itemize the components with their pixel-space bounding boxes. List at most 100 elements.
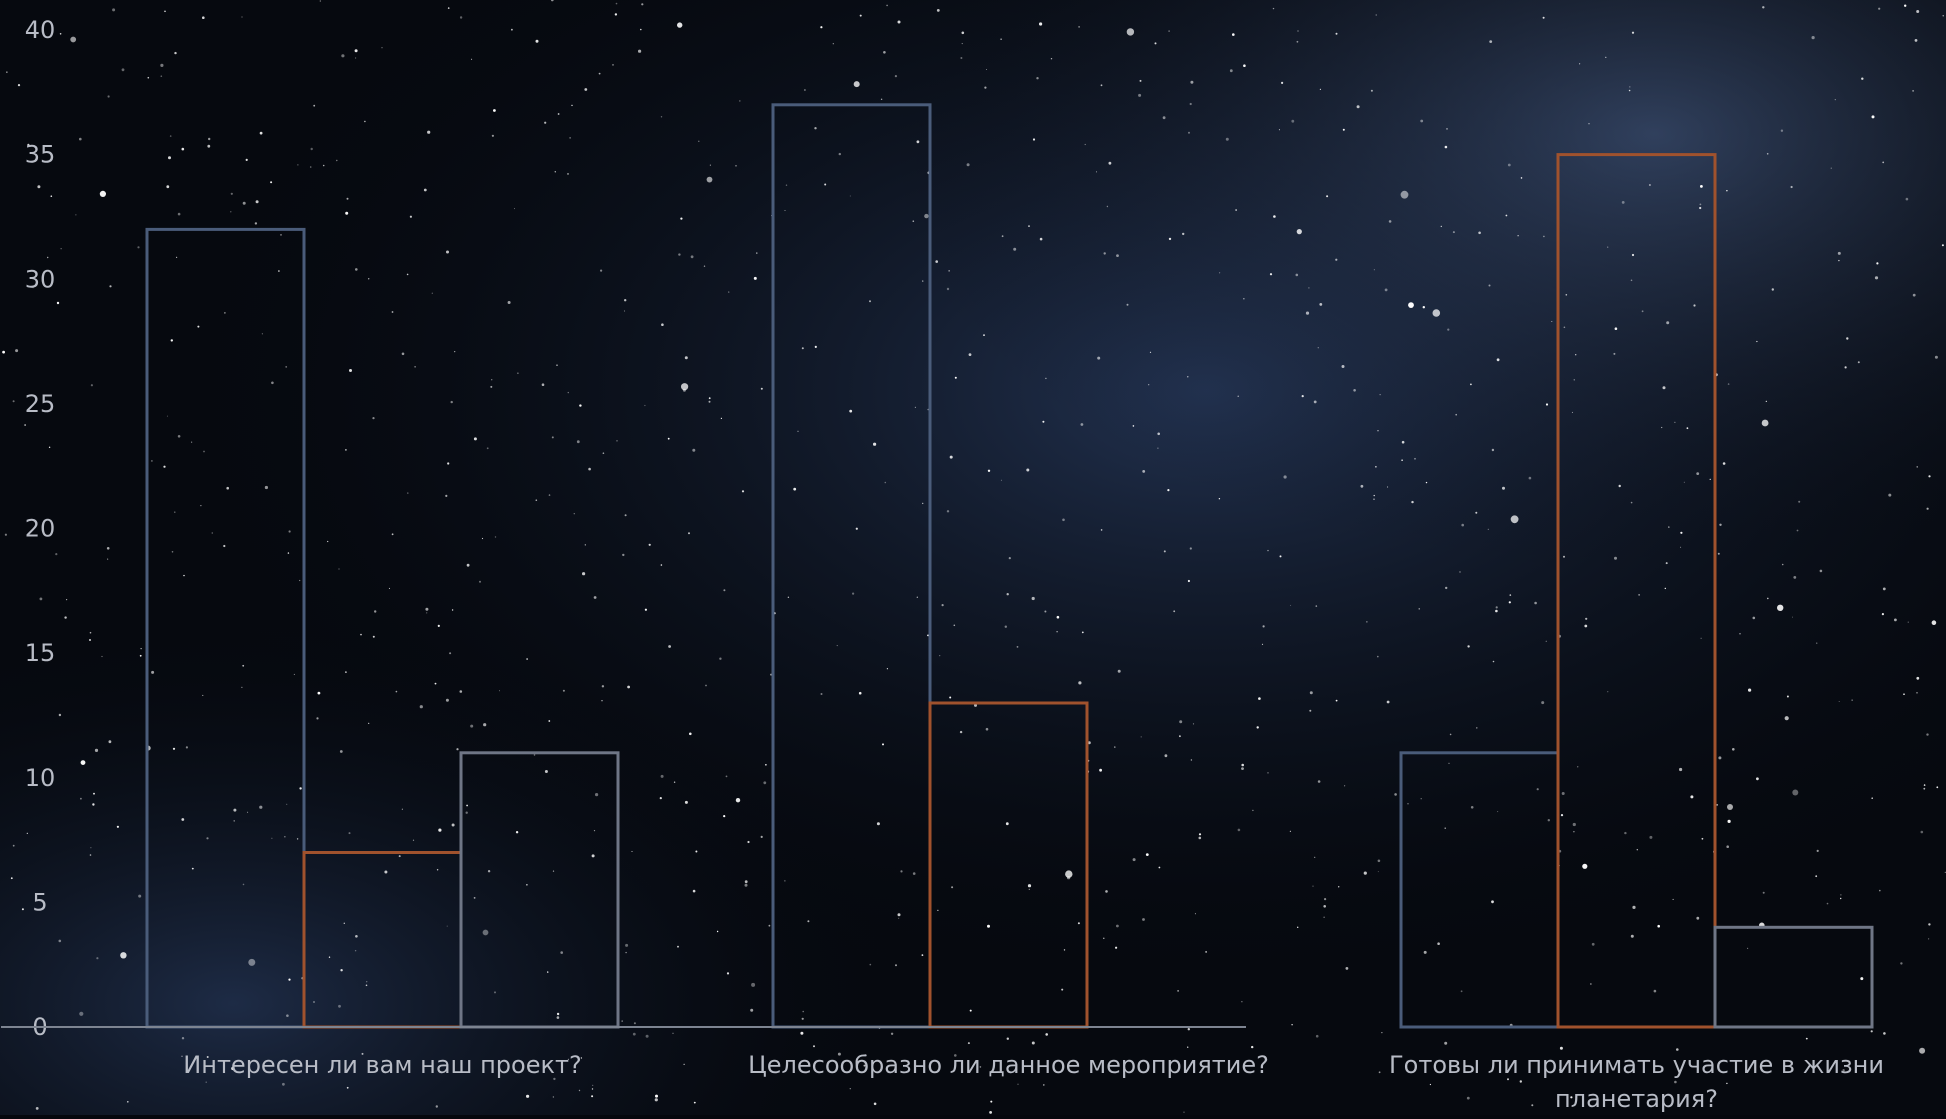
star [541, 383, 545, 387]
star [197, 325, 200, 328]
star [1235, 209, 1237, 211]
star [181, 1037, 185, 1040]
y-tick-label: 40 [25, 16, 56, 44]
star [690, 255, 694, 259]
star [703, 265, 706, 267]
star [1805, 1037, 1808, 1040]
star [1861, 77, 1864, 80]
star [191, 441, 193, 443]
star [449, 652, 452, 655]
star [556, 1012, 560, 1016]
star [423, 188, 427, 192]
star [166, 415, 168, 417]
star [1792, 789, 1799, 796]
star [1335, 699, 1338, 702]
star [1916, 10, 1920, 13]
star [951, 886, 954, 889]
star [1026, 468, 1030, 472]
star [482, 929, 489, 936]
star [90, 384, 93, 387]
star [678, 253, 681, 256]
star [284, 836, 286, 838]
star [1542, 16, 1545, 19]
star [494, 536, 497, 538]
star [567, 173, 569, 175]
star [1716, 804, 1719, 806]
star [1411, 500, 1414, 504]
star [1289, 830, 1291, 832]
star [912, 220, 915, 222]
star [278, 270, 280, 272]
star [1375, 14, 1377, 16]
star [1871, 797, 1873, 799]
star [313, 1001, 315, 1003]
star [526, 884, 528, 886]
star [365, 984, 368, 987]
star [807, 920, 810, 923]
star [595, 793, 599, 797]
star [1842, 1069, 1845, 1072]
y-tick-label: 10 [25, 764, 56, 792]
star [1699, 203, 1702, 206]
star [1179, 735, 1181, 738]
star [163, 465, 166, 468]
star [1378, 1071, 1381, 1074]
star [1043, 1084, 1045, 1086]
star [1154, 42, 1157, 45]
star [120, 952, 127, 959]
star [1520, 177, 1523, 179]
star [183, 574, 185, 577]
star [93, 792, 95, 795]
star [166, 185, 170, 189]
star [692, 448, 696, 452]
star [270, 181, 273, 184]
star [588, 467, 591, 471]
star [1425, 481, 1428, 484]
star [735, 165, 737, 167]
star [391, 533, 394, 536]
star [517, 372, 519, 374]
star [1345, 967, 1349, 970]
star [1584, 624, 1588, 628]
star [1429, 1083, 1431, 1086]
star [576, 440, 580, 444]
star [140, 648, 142, 650]
star [1912, 90, 1914, 92]
star [645, 1034, 649, 1038]
star [750, 1008, 754, 1012]
star [1084, 143, 1086, 146]
star [435, 1105, 438, 1108]
star [406, 273, 409, 276]
star [1700, 185, 1703, 188]
star [1295, 273, 1299, 277]
star [1377, 859, 1381, 863]
star [1407, 803, 1409, 805]
star [1752, 616, 1756, 620]
star [1563, 555, 1565, 558]
star [916, 596, 918, 598]
star [556, 364, 558, 366]
star [1273, 215, 1276, 218]
bar [1713, 925, 1874, 1029]
star [79, 137, 82, 141]
star [1356, 105, 1360, 109]
star [880, 98, 883, 101]
star [986, 69, 987, 70]
star [451, 823, 455, 827]
star [1722, 462, 1726, 465]
star [242, 201, 246, 205]
star [1851, 699, 1853, 701]
star [661, 323, 664, 327]
star [582, 572, 586, 576]
star [753, 276, 757, 280]
star [1756, 777, 1759, 781]
star [667, 437, 670, 440]
star [1243, 64, 1246, 67]
star [622, 553, 625, 557]
star [1148, 384, 1150, 386]
star [1551, 321, 1553, 322]
star [1190, 759, 1193, 761]
star [1844, 366, 1847, 369]
star [1926, 733, 1929, 736]
star [1923, 787, 1926, 790]
